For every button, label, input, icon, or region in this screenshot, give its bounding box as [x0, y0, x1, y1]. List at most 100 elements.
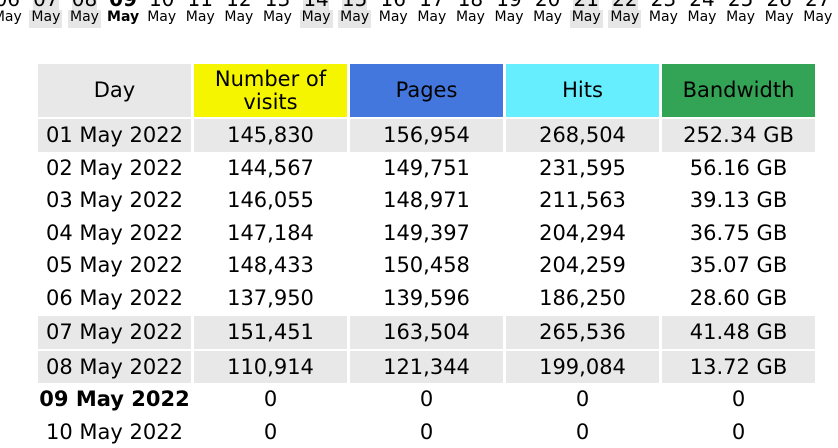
day-strip-item: 13May: [260, 0, 295, 28]
cell-pages: 148,971: [350, 184, 503, 217]
cell-pages: 0: [350, 383, 503, 416]
header-hits: Hits: [506, 64, 659, 117]
cell-pages: 139,596: [350, 282, 503, 315]
day-strip-month: May: [338, 10, 371, 28]
cell-day: 07 May 2022: [38, 314, 191, 349]
day-strip-item: 25May: [723, 0, 758, 28]
header-visits: Number of visits: [194, 64, 347, 117]
day-strip: 06May07May08May09May10May11May12May13May…: [0, 0, 838, 28]
day-strip-item: 11May: [183, 0, 218, 28]
cell-day: 06 May 2022: [38, 282, 191, 315]
cell-day: 10 May 2022: [38, 416, 191, 448]
day-strip-month: May: [261, 10, 294, 28]
day-strip-item: 14May: [299, 0, 334, 28]
day-strip-item: 15May: [337, 0, 372, 28]
day-strip-item: 17May: [415, 0, 450, 28]
day-strip-month: May: [300, 10, 333, 28]
day-strip-item: 16May: [376, 0, 411, 28]
cell-pages: 150,458: [350, 249, 503, 282]
cell-visits: 0: [194, 416, 347, 448]
day-strip-month: May: [454, 10, 487, 28]
cell-bandwidth: 0: [662, 383, 815, 416]
cell-hits: 268,504: [506, 117, 659, 152]
cell-hits: 0: [506, 383, 659, 416]
day-strip-month: May: [686, 10, 719, 28]
day-strip-item: 19May: [492, 0, 527, 28]
day-strip-month: May: [493, 10, 526, 28]
cell-day: 03 May 2022: [38, 184, 191, 217]
cell-bandwidth: 252.34 GB: [662, 117, 815, 152]
day-strip-month: May: [184, 10, 217, 28]
header-pages: Pages: [350, 64, 503, 117]
cell-pages: 149,397: [350, 217, 503, 250]
cell-visits: 144,567: [194, 152, 347, 185]
day-strip-item: 26May: [762, 0, 797, 28]
cell-hits: 186,250: [506, 282, 659, 315]
cell-day: 04 May 2022: [38, 217, 191, 250]
day-strip-month: May: [763, 10, 796, 28]
header-day: Day: [38, 64, 191, 117]
cell-pages: 0: [350, 416, 503, 448]
cell-bandwidth: 35.07 GB: [662, 249, 815, 282]
day-strip-item: 23May: [646, 0, 681, 28]
cell-hits: 211,563: [506, 184, 659, 217]
cell-hits: 204,259: [506, 249, 659, 282]
day-strip-month: May: [647, 10, 680, 28]
cell-day: 08 May 2022: [38, 349, 191, 384]
cell-day: 01 May 2022: [38, 117, 191, 152]
cell-day: 05 May 2022: [38, 249, 191, 282]
day-strip-item: 21May: [569, 0, 604, 28]
cell-pages: 149,751: [350, 152, 503, 185]
day-strip-item: 22May: [608, 0, 643, 28]
day-strip-month: May: [415, 10, 448, 28]
cell-pages: 121,344: [350, 349, 503, 384]
day-strip-item: 27May: [800, 0, 835, 28]
daily-stats-table: Day Number of visits Pages Hits Bandwidt…: [35, 64, 818, 448]
cell-visits: 146,055: [194, 184, 347, 217]
cell-visits: 0: [194, 383, 347, 416]
cell-hits: 199,084: [506, 349, 659, 384]
cell-day: 02 May 2022: [38, 152, 191, 185]
cell-pages: 156,954: [350, 117, 503, 152]
day-strip-month: May: [608, 10, 641, 28]
day-strip-item: 20May: [530, 0, 565, 28]
day-strip-month: May: [68, 10, 101, 28]
cell-visits: 110,914: [194, 349, 347, 384]
cell-hits: 265,536: [506, 314, 659, 349]
cell-visits: 137,950: [194, 282, 347, 315]
day-strip-month: May: [531, 10, 564, 28]
day-strip-month: May: [570, 10, 603, 28]
cell-bandwidth: 13.72 GB: [662, 349, 815, 384]
cell-bandwidth: 0: [662, 416, 815, 448]
cell-visits: 148,433: [194, 249, 347, 282]
header-bandwidth: Bandwidth: [662, 64, 815, 117]
day-strip-month: May: [801, 10, 834, 28]
day-strip-month: May: [724, 10, 757, 28]
cell-bandwidth: 39.13 GB: [662, 184, 815, 217]
day-strip-item: 24May: [685, 0, 720, 28]
day-strip-month: May: [0, 10, 24, 28]
day-strip-month: May: [222, 10, 255, 28]
cell-visits: 147,184: [194, 217, 347, 250]
cell-bandwidth: 41.48 GB: [662, 314, 815, 349]
day-strip-item: 12May: [222, 0, 257, 28]
cell-bandwidth: 36.75 GB: [662, 217, 815, 250]
day-strip-month: May: [377, 10, 410, 28]
cell-pages: 163,504: [350, 314, 503, 349]
cell-hits: 231,595: [506, 152, 659, 185]
table-header-row: Day Number of visits Pages Hits Bandwidt…: [38, 64, 815, 117]
cell-visits: 151,451: [194, 314, 347, 349]
